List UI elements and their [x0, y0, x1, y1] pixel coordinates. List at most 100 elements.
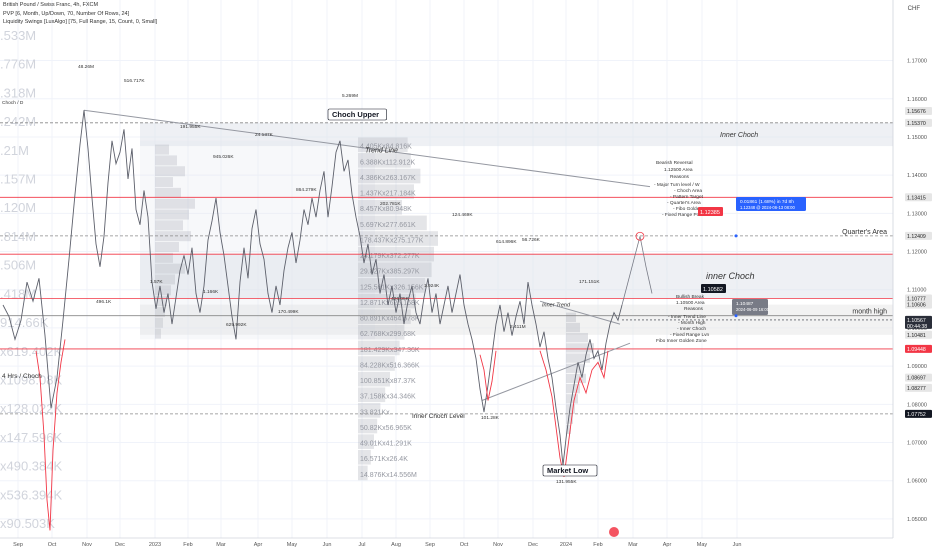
- price-axis-badge-text: 00:44:38: [907, 324, 927, 330]
- left-volume-label: .21M: [0, 143, 29, 158]
- annotation-label: - Pattern Target: [670, 194, 704, 200]
- volume-profile-bar: [358, 184, 414, 199]
- volume-profile-bar-left: [155, 317, 163, 328]
- price-axis-badge-text: 1.08277: [907, 386, 926, 392]
- volume-profile-label: 1.437Kx217.184K: [360, 191, 416, 198]
- volume-profile-bar: [358, 356, 395, 371]
- annotation-label: - Quarter's Area: [667, 200, 701, 206]
- time-axis-label: Mar: [628, 542, 638, 548]
- structure-zone: [140, 140, 375, 340]
- price-axis-badge: [905, 373, 932, 382]
- horizontal-level-label: month high: [852, 309, 887, 316]
- time-axis-label: Mar: [216, 542, 226, 548]
- volume-profile-bar: [358, 434, 374, 449]
- measure-anchor: [734, 314, 738, 318]
- time-axis-label: Apr: [254, 542, 263, 548]
- price-axis-tick: 1.16000: [907, 97, 927, 103]
- left-volume-label: .533M: [0, 28, 36, 43]
- volume-profile-bar-left: [155, 328, 161, 339]
- measure-box-line1: 0.01861 (1.68%) in 7d 8h: [740, 199, 794, 205]
- price-axis-tick: 1.08000: [907, 402, 927, 408]
- price-axis-badge: [905, 294, 932, 303]
- annotation-label: 614.896K: [496, 239, 517, 245]
- price-axis-badge-text: 1.09448: [907, 347, 926, 353]
- annotation-label: 131.955K: [556, 479, 577, 485]
- volume-profile-label: 181.429Kx347.36K: [360, 347, 420, 354]
- currency-label: CHF: [907, 6, 920, 12]
- price-axis-badge-text: 1.12409: [907, 234, 926, 240]
- annotation-label: 24.137K: [255, 132, 274, 138]
- volume-profile-label: 12.871Kx625.168K: [360, 300, 420, 307]
- time-axis-label: Feb: [183, 542, 192, 548]
- annotation-label: - Inner Trend Line: [668, 314, 706, 320]
- volume-profile-bar: [358, 418, 378, 434]
- volume-profile-bar-small: [566, 414, 573, 424]
- annotation-box: [542, 464, 598, 477]
- indicator-liquidity-label: Liquidity Swings [LuxAlgo] [75, Full Ran…: [3, 19, 158, 25]
- trend-line: [481, 342, 631, 401]
- target-circle: [635, 231, 645, 241]
- left-volume-label: .120M: [0, 200, 36, 215]
- price-axis-badge: [905, 231, 932, 240]
- left-volume-label: x1098.08K: [0, 372, 62, 387]
- volume-profile-bar-left: [155, 274, 175, 285]
- left-volume-label: .318M: [0, 85, 36, 100]
- volume-profile-bar: [358, 215, 427, 231]
- volume-profile-label: 4.405Kx84.816K: [360, 144, 412, 151]
- time-axis-label: May: [287, 542, 298, 548]
- left-volume-label: .776M: [0, 57, 36, 72]
- annotation-label: Reasons: [684, 306, 704, 312]
- volume-profile-bar: [358, 340, 400, 356]
- volume-profile-label: 37.158Kx34.346K: [360, 394, 416, 401]
- volume-profile-label: 4.386Kx263.167K: [360, 175, 416, 182]
- volume-profile-bar-left: [155, 306, 165, 317]
- horizontal-level-label: Quarter's Area: [842, 229, 887, 236]
- price-axis-tick: 1.07000: [907, 441, 927, 447]
- price-axis-tick: 1.06000: [907, 479, 927, 485]
- trend-line: [539, 300, 621, 325]
- volume-profile-label: 6.388Kx112.912K: [360, 159, 415, 166]
- annotation-label: - Choch Area: [674, 188, 702, 194]
- time-axis-label: 2023: [149, 542, 161, 548]
- time-axis-label: Jun: [323, 542, 332, 548]
- left-volume-label: x536.394K: [0, 487, 62, 502]
- measure-anchor: [734, 234, 738, 238]
- volume-profile-bar-left: [155, 285, 171, 296]
- projection-path: [621, 236, 653, 306]
- annotation-label: 170.499K: [278, 309, 299, 315]
- annotation-label: - Fixed Range Lvn: [670, 332, 710, 338]
- annotation-label: 1.57K: [150, 279, 163, 285]
- price-axis-badge: [905, 106, 932, 115]
- time-axis-label: Dec: [115, 542, 125, 548]
- volume-profile-bar: [358, 465, 368, 481]
- volume-profile-bar-left: [155, 209, 189, 220]
- price-label-text: 1.12385: [700, 210, 720, 216]
- volume-profile-bar: [358, 309, 411, 324]
- time-axis-label: Sep: [13, 542, 23, 548]
- left-volume-label: .157M: [0, 172, 36, 187]
- volume-profile-bar-left: [155, 296, 167, 307]
- time-axis-label: Sep: [425, 542, 435, 548]
- left-volume-label: x619.402K: [0, 344, 62, 359]
- price-axis-badge: [905, 315, 932, 329]
- price-series-red: [539, 350, 609, 477]
- left-volume-label: x490.384K: [0, 459, 62, 474]
- price-axis-tick: 1.09000: [907, 364, 927, 370]
- price-axis-tick: 1.12000: [907, 250, 927, 256]
- volume-profile-bar-left: [155, 187, 181, 198]
- price-axis-badge: [905, 344, 932, 353]
- time-axis-label: Aug: [391, 542, 401, 548]
- volume-profile-bar-left: [155, 177, 173, 188]
- annotation-label: 56.726K: [522, 237, 541, 243]
- price-axis-badge: [905, 383, 932, 392]
- volume-profile-bar: [358, 168, 421, 184]
- price-axis-badge-text: 1.10777: [907, 297, 926, 303]
- annotation-label: - Major Turn level / W: [654, 182, 700, 188]
- annotation-label: 202.781K: [380, 201, 401, 207]
- left-volume-label: .418M: [0, 286, 36, 301]
- price-axis-badge: [905, 300, 932, 309]
- annotation-label: 5.269M: [342, 93, 358, 99]
- trend-line-label: Trend Line: [365, 147, 398, 154]
